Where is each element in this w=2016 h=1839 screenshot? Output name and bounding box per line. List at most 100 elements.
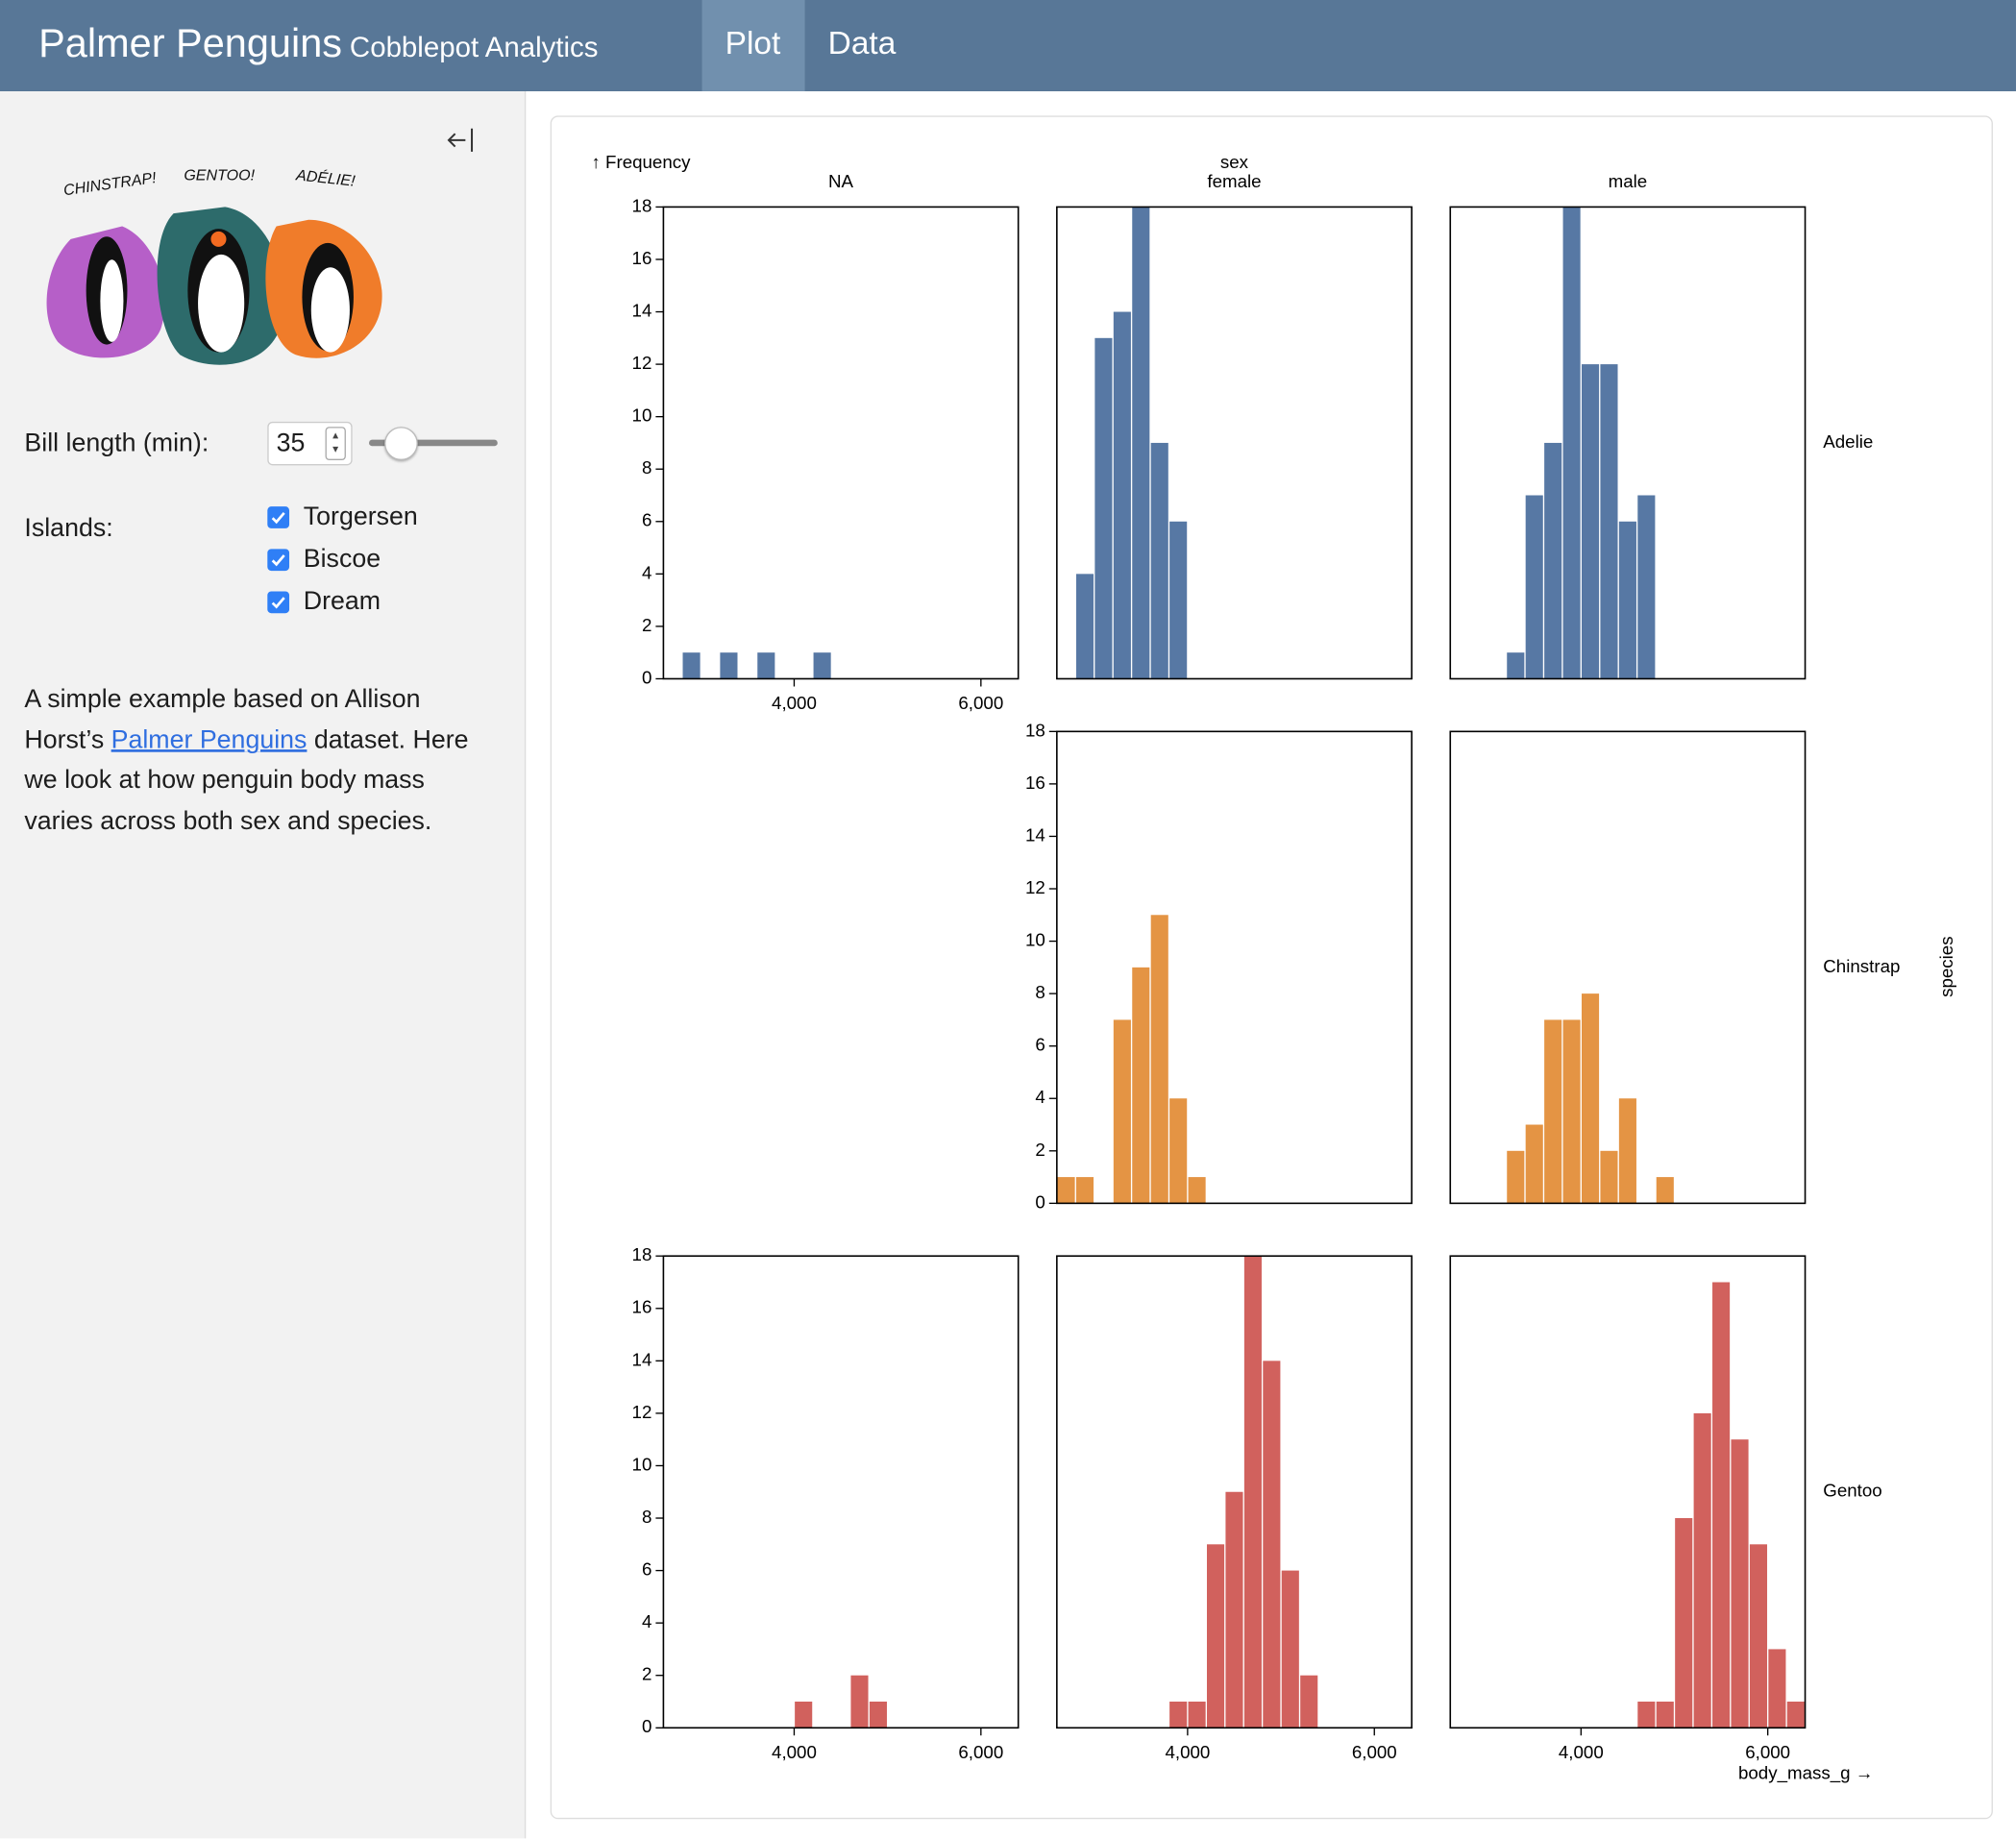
bar <box>757 652 775 679</box>
y-tick-label: 6 <box>642 510 652 530</box>
y-axis-label: ↑ Frequency <box>591 152 691 172</box>
y-tick-label: 14 <box>1025 824 1045 845</box>
y-tick-label: 0 <box>1035 1191 1045 1212</box>
x-tick-label: 6,000 <box>1745 1742 1790 1762</box>
nav-tab[interactable]: Plot <box>701 0 805 91</box>
panel-frame <box>1056 206 1413 680</box>
bar <box>1544 442 1562 679</box>
panel-frame <box>662 1255 1020 1729</box>
x-axis-label: body_mass_g → <box>1738 1762 1873 1783</box>
x-tick-label: 4,000 <box>772 693 817 713</box>
islands-label: Islands: <box>24 514 113 543</box>
bar <box>682 652 701 679</box>
bar <box>1150 442 1168 679</box>
nav-tab[interactable]: Data <box>827 25 897 62</box>
bar <box>1562 1019 1581 1204</box>
collapse-button[interactable] <box>444 125 478 156</box>
checkbox[interactable] <box>267 591 290 614</box>
bar <box>1581 364 1600 679</box>
dataset-link[interactable]: Palmer Penguins <box>111 725 307 754</box>
spinner[interactable]: ▴ ▾ <box>325 427 346 461</box>
y-tick-label: 14 <box>632 1349 652 1369</box>
bar <box>1113 1019 1131 1204</box>
check-mark <box>271 554 285 567</box>
bar <box>1507 1150 1525 1204</box>
bar <box>813 652 831 679</box>
y-tick-label: 8 <box>642 1507 652 1527</box>
y-tick-label: 8 <box>1035 982 1045 1002</box>
checkbox[interactable] <box>267 549 290 572</box>
y-tick-label: 2 <box>642 615 652 635</box>
y-tick-label: 8 <box>642 457 652 478</box>
checkbox[interactable] <box>267 506 290 528</box>
faceted-histogram: ↑ Frequency sex NA female male species body_ma… <box>591 152 1956 1784</box>
bar <box>1281 1570 1299 1729</box>
bar <box>1562 207 1581 679</box>
bar <box>1712 1282 1731 1729</box>
y-tick-label: 4 <box>642 562 652 582</box>
y-tick-label: 10 <box>632 405 652 426</box>
y-tick-label: 12 <box>1025 877 1045 897</box>
illustration-label: CHINSTRAP! <box>62 169 158 199</box>
bar <box>1693 1412 1711 1729</box>
bar <box>1544 1019 1562 1204</box>
bar <box>1786 1701 1805 1729</box>
description: A simple example based on Allison Horst’… <box>24 680 474 843</box>
bar <box>1169 1098 1188 1204</box>
column-label: NA <box>828 171 854 191</box>
y-tick-label: 2 <box>642 1664 652 1684</box>
checkbox-label[interactable]: Dream <box>303 587 381 616</box>
y-tick-label: 12 <box>632 1402 652 1422</box>
bar <box>1600 364 1618 679</box>
bill-length-label: Bill length (min): <box>24 429 209 458</box>
x-tick-label: 6,000 <box>958 693 1003 713</box>
check-mark <box>271 597 285 609</box>
bar <box>1300 1675 1318 1729</box>
sidebar: CHINSTRAP! GENTOO! ADÉLIE! Bill length (… <box>0 90 527 1839</box>
bar <box>1206 1544 1225 1729</box>
x-tick-label: 4,000 <box>1165 1742 1210 1762</box>
description-text: dataset. Here we look at how penguin bod… <box>24 725 469 836</box>
bar <box>1637 495 1656 679</box>
illustration-label: GENTOO! <box>184 166 255 184</box>
bar <box>1656 1177 1674 1204</box>
bar <box>1600 1150 1618 1204</box>
column-label: female <box>1207 171 1261 191</box>
bar <box>869 1701 887 1729</box>
bar <box>1675 1518 1693 1729</box>
bar <box>1618 1098 1636 1204</box>
panel-frame <box>1056 730 1413 1205</box>
bar <box>1263 1361 1281 1729</box>
number-input[interactable]: 35 ▴ ▾ <box>267 421 353 466</box>
y-tick-label: 6 <box>642 1559 652 1580</box>
panel-frame <box>1449 206 1807 680</box>
bar <box>1113 311 1131 679</box>
bar <box>1132 967 1150 1204</box>
bar <box>850 1675 869 1729</box>
bar <box>1618 521 1636 679</box>
illustration-label: ADÉLIE! <box>294 165 356 189</box>
check-mark <box>271 511 285 525</box>
y-tick-label: 16 <box>632 248 652 268</box>
bar <box>1169 521 1188 679</box>
y-tick-label: 4 <box>1035 1087 1045 1107</box>
bar <box>1656 1701 1674 1729</box>
slider-track[interactable] <box>369 439 498 447</box>
penguin-illustration: CHINSTRAP! GENTOO! ADÉLIE! <box>46 165 382 365</box>
bar <box>1731 1439 1749 1729</box>
bar <box>1057 1177 1075 1204</box>
bar <box>1188 1177 1206 1204</box>
checkbox-label[interactable]: Torgersen <box>303 503 418 531</box>
y-tick-label: 4 <box>642 1611 652 1631</box>
slider-handle[interactable] <box>384 427 418 461</box>
x-tick-label: 4,000 <box>772 1742 817 1762</box>
checkbox-label[interactable]: Biscoe <box>303 545 381 574</box>
bar <box>1225 1491 1243 1729</box>
x-tick-label: 6,000 <box>1352 1742 1397 1762</box>
y-tick-label: 18 <box>632 195 652 215</box>
bar <box>1525 495 1543 679</box>
bar <box>795 1701 813 1729</box>
bar <box>1094 337 1113 679</box>
bar <box>1169 1701 1188 1729</box>
